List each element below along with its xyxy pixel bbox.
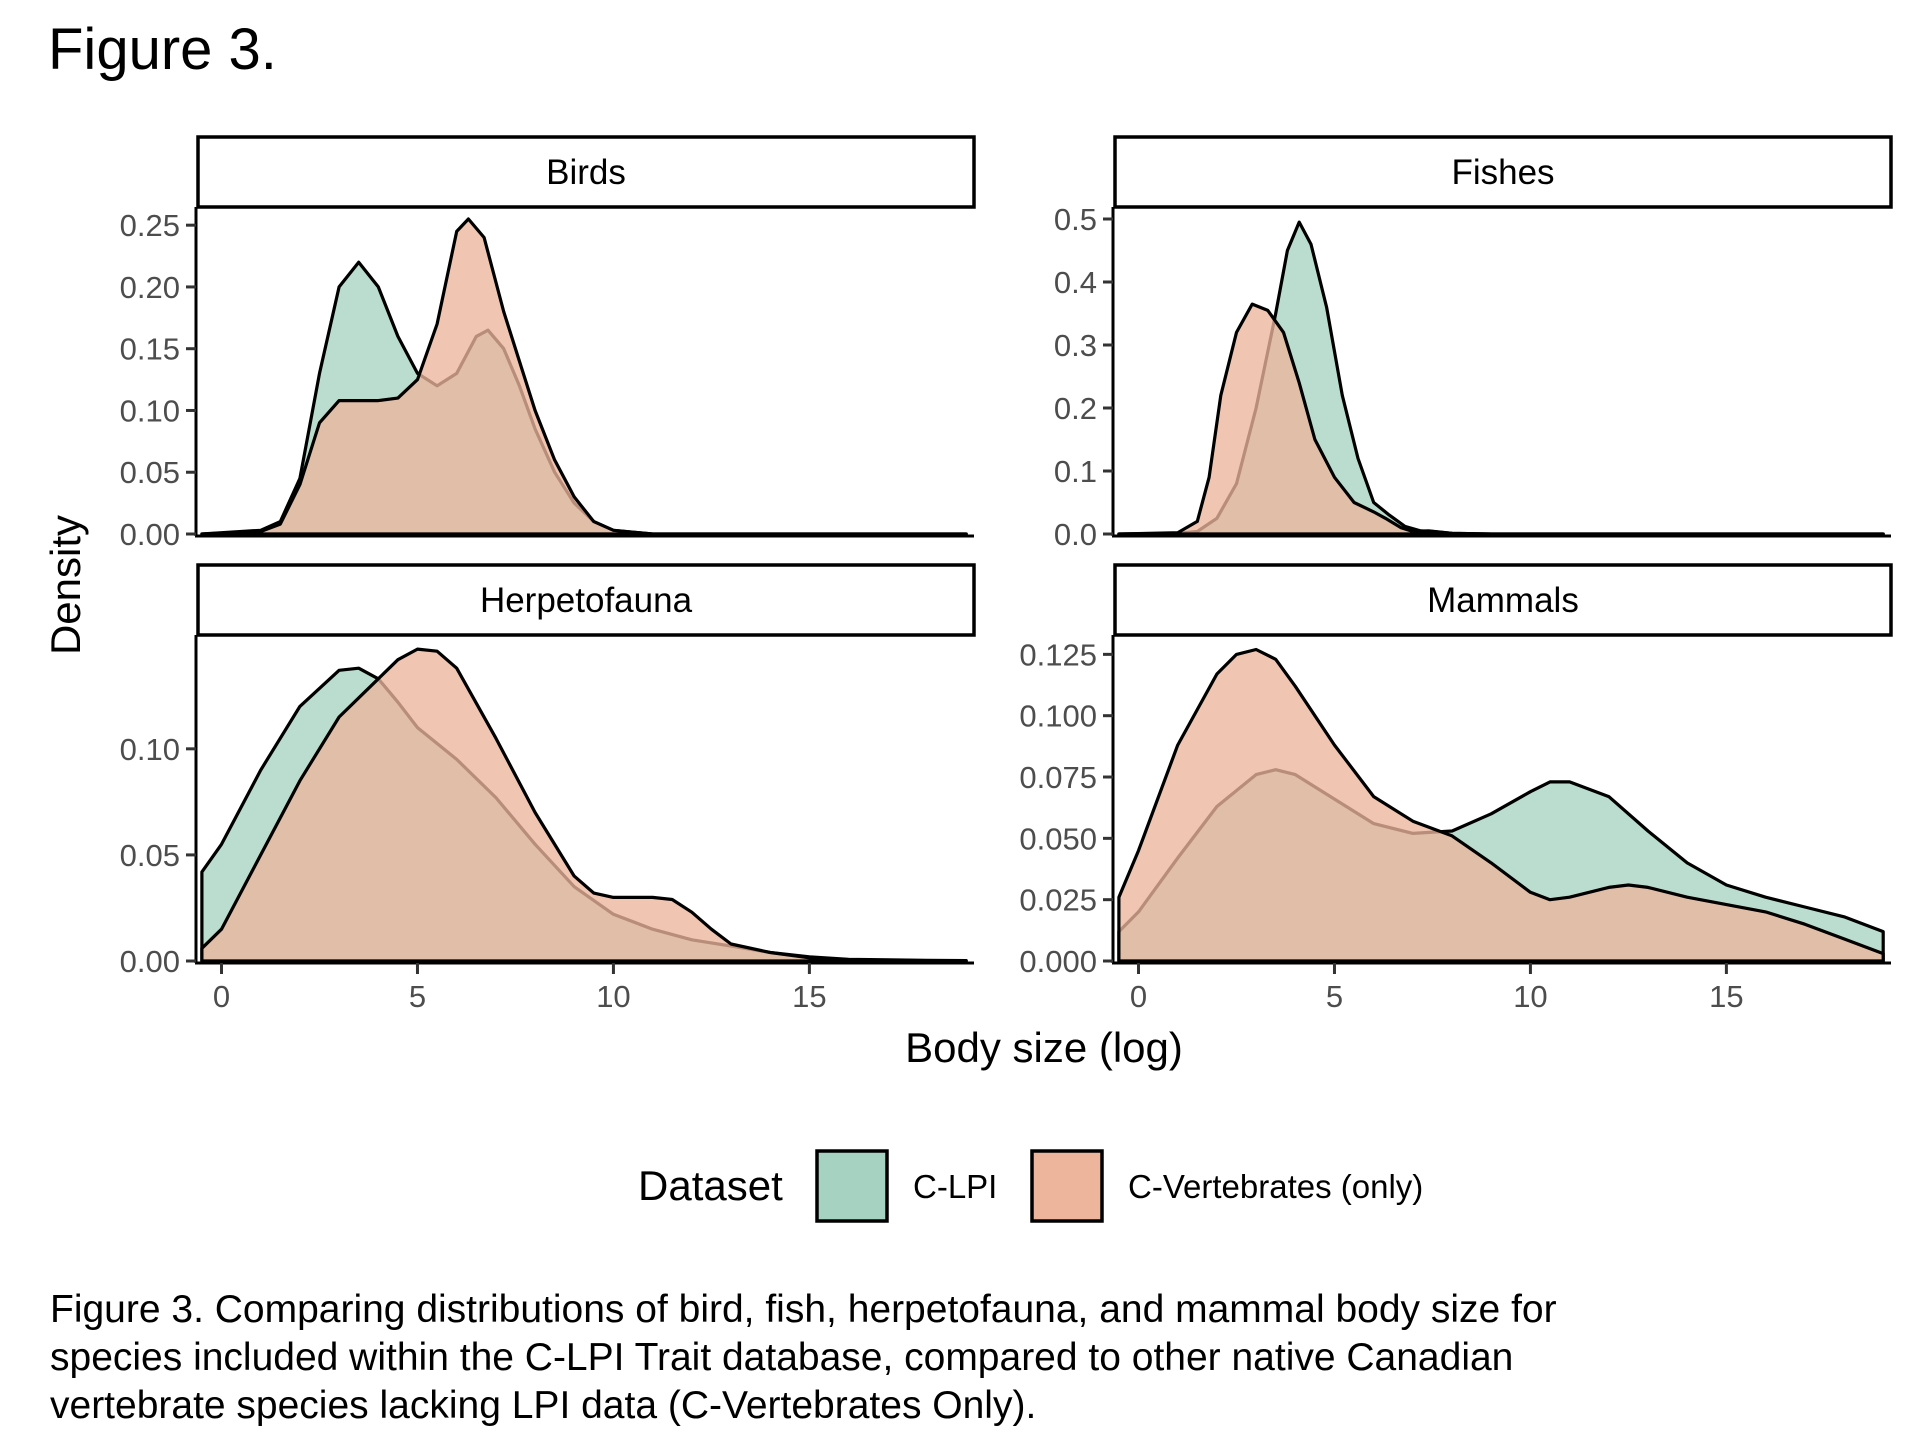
- legend-title: Dataset: [638, 1162, 783, 1209]
- x-tick-label: 15: [1709, 979, 1743, 1014]
- legend: Dataset C-LPI C-Vertebrates (only): [638, 1149, 1423, 1223]
- y-tick-label: 0.4: [1054, 265, 1097, 300]
- y-tick-label: 0.2: [1054, 391, 1097, 426]
- x-tick-label: 10: [596, 979, 630, 1014]
- facet-label-mammals: Mammals: [1427, 581, 1579, 620]
- y-tick-label: 0.05: [120, 838, 180, 873]
- y-tick-label: 0.000: [1019, 944, 1097, 979]
- figure-caption: Figure 3. Comparing distributions of bir…: [50, 1288, 1557, 1427]
- y-tick-label: 0.5: [1054, 202, 1097, 237]
- legend-label-c-vertebrates-only: C-Vertebrates (only): [1128, 1168, 1423, 1205]
- y-tick-label: 0.1: [1054, 454, 1097, 489]
- density-area-herpetofauna-c-vertebrates-only: [200, 647, 968, 963]
- y-tick-label: 0.100: [1019, 699, 1097, 734]
- legend-key-c-vertebrates-only: [1030, 1149, 1104, 1223]
- y-tick-label: 0.20: [120, 270, 180, 305]
- facet-label-birds: Birds: [546, 153, 626, 192]
- facet-herpetofauna: Herpetofauna 0.00 0.05 0.10 0 5 10 15: [120, 563, 976, 1014]
- facet-strip-herpetofauna: [196, 563, 976, 637]
- x-axis-title: Body size (log): [905, 1024, 1183, 1071]
- y-tick-label: 0.025: [1019, 883, 1097, 918]
- figure-heading: Figure 3.: [48, 17, 277, 82]
- legend-label-c-lpi: C-LPI: [913, 1168, 997, 1205]
- density-area-birds-c-vertebrates-only: [200, 217, 968, 536]
- y-tick-label: 0.15: [120, 332, 180, 367]
- x-tick-label: 5: [409, 979, 426, 1014]
- facet-label-herpetofauna: Herpetofauna: [480, 581, 693, 620]
- y-axis-title: Density: [42, 515, 89, 655]
- x-tick-label: 0: [213, 979, 230, 1014]
- x-tick-label: 5: [1326, 979, 1343, 1014]
- y-tick-label: 0.00: [120, 944, 180, 979]
- y-tick-label: 0.0: [1054, 517, 1097, 552]
- density-area-fishes-c-vertebrates-only: [1117, 302, 1885, 536]
- y-tick-label: 0.00: [120, 517, 180, 552]
- y-tick-label: 0.25: [120, 208, 180, 243]
- facet-fishes: Fishes 0.0 0.1 0.2 0.3 0.4 0.5: [1054, 135, 1893, 552]
- y-tick-label: 0.050: [1019, 821, 1097, 856]
- legend-key-c-lpi: [815, 1149, 889, 1223]
- y-tick-label: 0.125: [1019, 637, 1097, 672]
- y-tick-label: 0.3: [1054, 328, 1097, 363]
- facet-strip-birds: [196, 135, 976, 209]
- x-tick-label: 15: [792, 979, 826, 1014]
- facet-strip-fishes: [1113, 135, 1893, 209]
- facet-strip-mammals: [1113, 563, 1893, 637]
- facet-birds: Birds 0.00 0.05 0.10 0.15 0.20 0.25: [120, 135, 976, 552]
- y-tick-label: 0.10: [120, 732, 180, 767]
- y-tick-label: 0.05: [120, 455, 180, 490]
- density-area-mammals-c-vertebrates-only: [1117, 647, 1885, 963]
- y-tick-label: 0.075: [1019, 760, 1097, 795]
- facet-label-fishes: Fishes: [1451, 153, 1554, 192]
- facet-mammals: Mammals 0.000 0.025 0.050 0.075 0.100 0.125 0 5 1…: [1019, 563, 1893, 1014]
- x-tick-label: 10: [1513, 979, 1547, 1014]
- y-tick-label: 0.10: [120, 393, 180, 428]
- x-tick-label: 0: [1130, 979, 1147, 1014]
